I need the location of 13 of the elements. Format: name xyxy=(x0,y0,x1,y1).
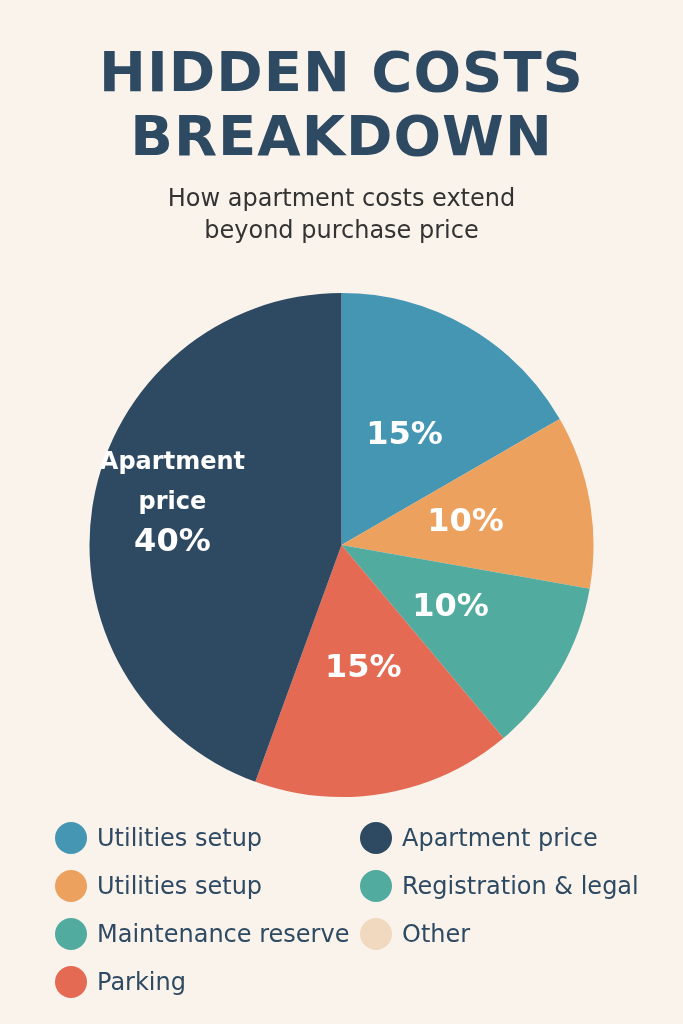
legend-label: Maintenance reserve xyxy=(97,919,350,950)
legend-label: Utilities setup xyxy=(97,823,263,854)
chart-title: HIDDEN COSTS BREAKDOWN xyxy=(98,39,585,168)
data-label: 10% xyxy=(412,586,489,625)
data-label: 10% xyxy=(427,501,504,540)
data-label: 15% xyxy=(366,414,443,453)
legend-label: Parking xyxy=(97,967,186,998)
chart-subtitle: How apartment costs extend beyond purchase price xyxy=(166,183,517,246)
legend-label: Apartment price xyxy=(402,823,598,854)
legend-label: Utilities setup xyxy=(97,871,263,902)
legend-label: Other xyxy=(402,919,471,950)
legend-label: Registration & legal xyxy=(402,871,639,902)
data-label: 15% xyxy=(325,647,402,686)
